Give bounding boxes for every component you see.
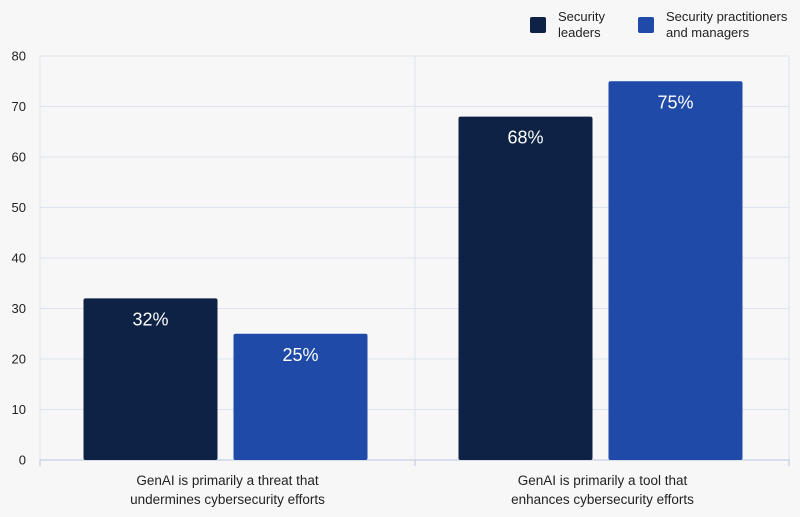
y-tick-label: 20 <box>12 352 26 367</box>
x-axis: GenAI is primarily a threat that undermin… <box>130 473 694 507</box>
legend-label-line: and managers <box>666 25 750 40</box>
data-label: 75% <box>657 92 693 112</box>
legend-label: Security leaders <box>558 9 605 40</box>
bar-series1-cat1 <box>83 298 218 460</box>
y-tick-label: 80 <box>12 49 26 64</box>
data-labels: 32% 25% 68% 75% <box>132 92 693 365</box>
legend-label-line: Security practitioners <box>666 9 788 24</box>
y-tick-label: 60 <box>12 150 26 165</box>
legend-swatch <box>638 17 654 33</box>
bar-series1-cat2 <box>458 116 593 460</box>
x-category-label-line: undermines cybersecurity efforts <box>130 492 325 507</box>
data-label: 25% <box>282 345 318 365</box>
bars <box>83 81 743 460</box>
y-tick-label: 50 <box>12 200 26 215</box>
legend-swatch <box>530 17 546 33</box>
bar-series2-cat2 <box>608 81 743 460</box>
legend: Security leaders Security practitioners and… <box>530 9 788 40</box>
x-category-label: GenAI is primarily a tool that enhances c… <box>511 473 694 507</box>
y-tick-label: 40 <box>12 251 26 266</box>
x-category-label-line: enhances cybersecurity efforts <box>511 492 694 507</box>
data-label: 32% <box>132 309 168 329</box>
legend-label-line: Security <box>558 9 605 24</box>
data-label: 68% <box>507 128 543 148</box>
x-category-label: GenAI is primarily a threat that undermin… <box>130 473 325 507</box>
x-category-label-line: GenAI is primarily a tool that <box>518 473 688 488</box>
legend-label-line: leaders <box>558 25 601 40</box>
y-tick-label: 10 <box>12 402 26 417</box>
y-tick-label: 0 <box>19 453 26 468</box>
x-category-label-line: GenAI is primarily a threat that <box>136 473 319 488</box>
bar-series2-cat1 <box>233 333 368 460</box>
y-axis: 0 10 20 30 40 50 60 70 80 <box>12 49 26 468</box>
y-tick-label: 30 <box>12 301 26 316</box>
y-tick-label: 70 <box>12 99 26 114</box>
legend-label: Security practitioners and managers <box>666 9 788 40</box>
